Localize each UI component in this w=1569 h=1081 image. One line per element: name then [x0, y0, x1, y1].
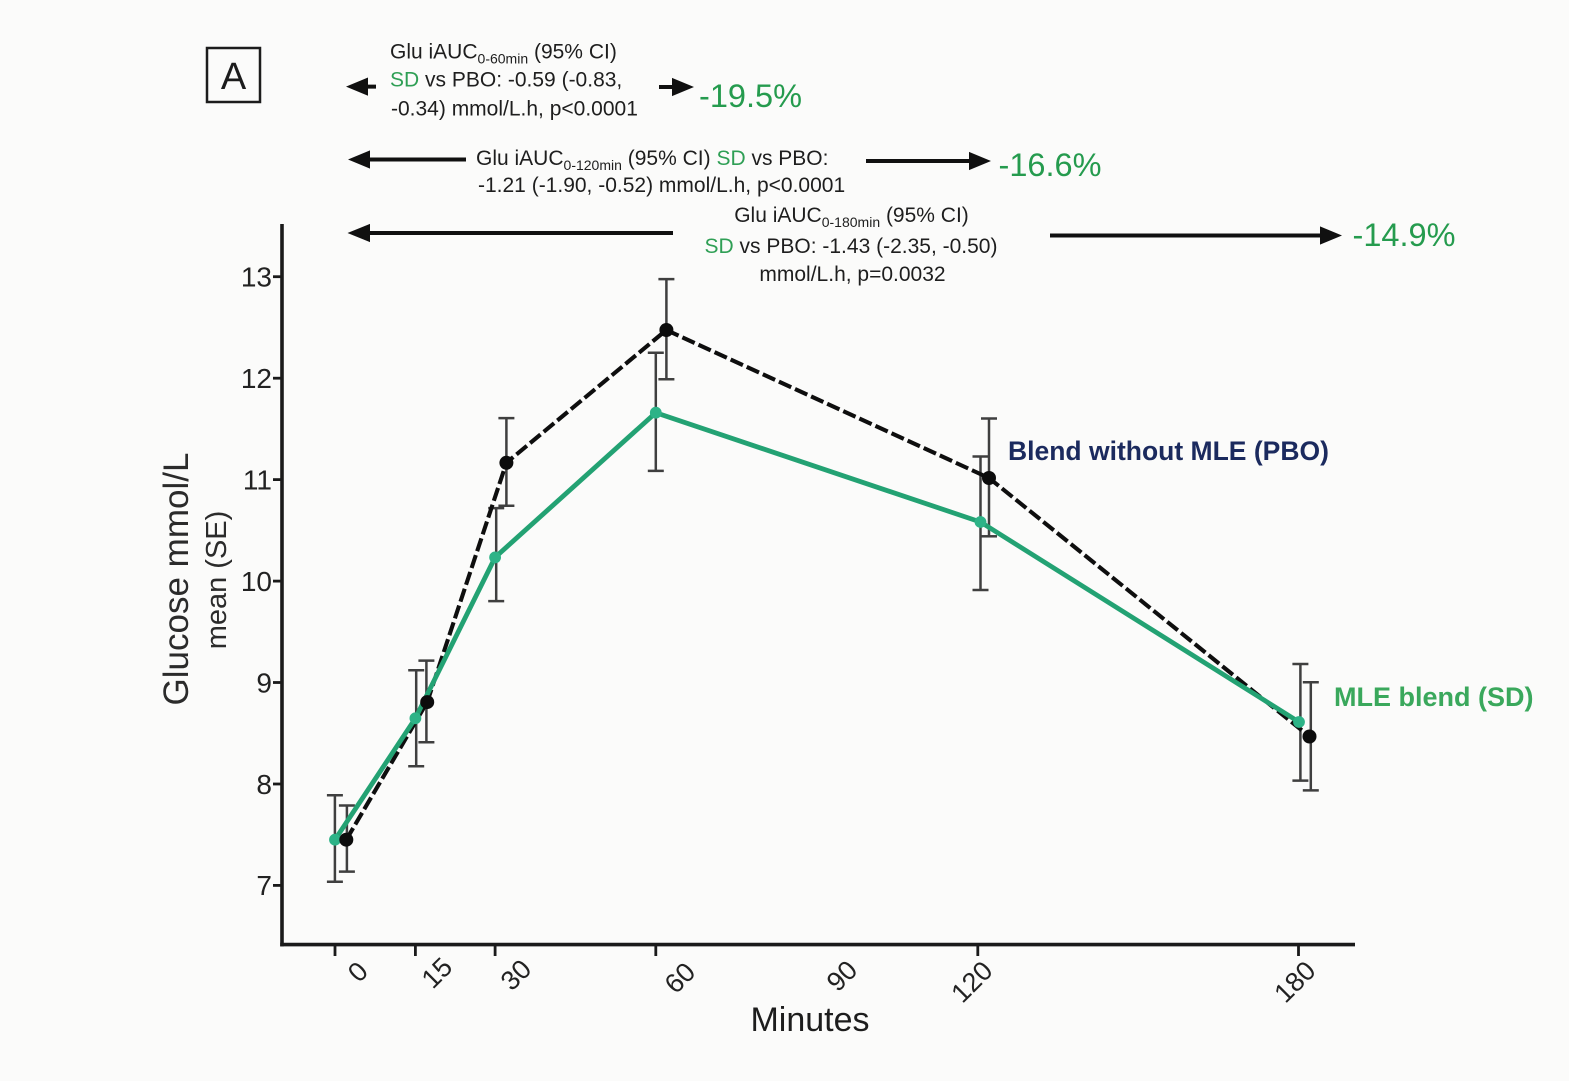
svg-text:mean (SE): mean (SE)	[201, 511, 233, 650]
svg-text:-14.9%: -14.9%	[1353, 217, 1456, 253]
svg-text:0: 0	[342, 956, 374, 988]
svg-text:90: 90	[821, 955, 863, 997]
svg-text:Blend without MLE (PBO): Blend without MLE (PBO)	[1008, 436, 1329, 466]
svg-text:13: 13	[241, 262, 272, 293]
svg-text:SD vs PBO: -0.59 (-0.83,: SD vs PBO: -0.59 (-0.83,	[390, 69, 622, 92]
svg-text:mmol/L.h, p=0.0032: mmol/L.h, p=0.0032	[759, 263, 945, 286]
svg-text:Glucose mmol/L: Glucose mmol/L	[157, 453, 196, 706]
svg-text:9: 9	[256, 667, 272, 698]
svg-text:-1.21 (-1.90, -0.52) mmol/L.h,: -1.21 (-1.90, -0.52) mmol/L.h, p<0.0001	[478, 174, 845, 197]
svg-text:-0.34) mmol/L.h, p<0.0001: -0.34) mmol/L.h, p<0.0001	[391, 97, 638, 120]
svg-text:Glu iAUC0-120min (95% CI) SD v: Glu iAUC0-120min (95% CI) SD vs PBO:	[476, 147, 828, 173]
svg-text:15: 15	[416, 952, 458, 994]
svg-text:12: 12	[241, 363, 272, 394]
svg-text:Glu iAUC0-60min (95% CI): Glu iAUC0-60min (95% CI)	[390, 40, 617, 66]
svg-text:10: 10	[241, 566, 272, 597]
svg-text:120: 120	[945, 955, 998, 1008]
svg-text:30: 30	[495, 954, 537, 996]
svg-text:SD vs PBO: -1.43 (-2.35, -0.50: SD vs PBO: -1.43 (-2.35, -0.50)	[705, 235, 998, 258]
svg-text:Glu iAUC0-180min (95% CI): Glu iAUC0-180min (95% CI)	[734, 204, 969, 230]
svg-text:8: 8	[256, 769, 272, 800]
svg-text:-19.5%: -19.5%	[699, 78, 802, 114]
svg-text:-16.6%: -16.6%	[999, 147, 1102, 183]
svg-text:Minutes: Minutes	[750, 1001, 869, 1039]
svg-text:60: 60	[659, 957, 701, 999]
svg-text:7: 7	[256, 870, 272, 901]
svg-text:A: A	[221, 56, 247, 98]
svg-text:MLE blend (SD): MLE blend (SD)	[1334, 682, 1533, 712]
svg-text:180: 180	[1268, 955, 1321, 1008]
svg-text:11: 11	[243, 464, 272, 495]
